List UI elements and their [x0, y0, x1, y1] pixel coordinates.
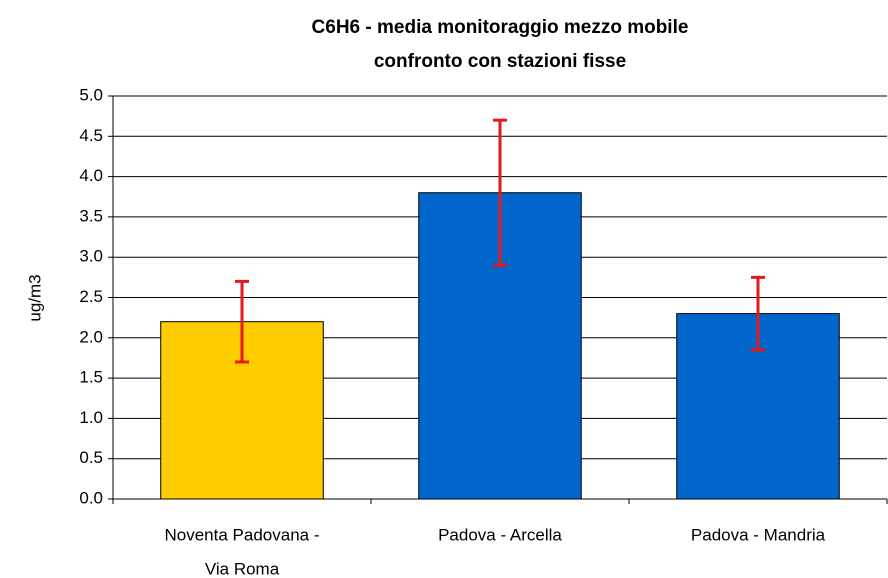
x-tick-label: Via Roma [205, 559, 280, 578]
y-tick-label: 2.0 [79, 327, 103, 346]
y-tick-label: 4.0 [79, 166, 103, 185]
y-tick-label: 4.5 [79, 126, 103, 145]
error-bar [235, 279, 249, 364]
chart-title: confronto con stazioni fisse [374, 51, 626, 72]
y-tick-label: 0.0 [79, 488, 103, 507]
y-tick-label: 5.0 [79, 85, 103, 104]
y-tick-label: 0.5 [79, 448, 103, 467]
error-bar [493, 118, 507, 267]
x-tick-label: Noventa Padovana - [165, 525, 320, 544]
y-tick-label: 2.5 [79, 287, 103, 306]
y-tick-label: 1.0 [79, 408, 103, 427]
x-tick-label: Padova - Mandria [691, 525, 826, 544]
y-tick-label: 3.0 [79, 247, 103, 266]
y-tick-label: 3.5 [79, 206, 103, 225]
chart-title: C6H6 - media monitoraggio mezzo mobile [312, 17, 689, 38]
error-bar [751, 275, 765, 352]
y-tick-label: 1.5 [79, 368, 103, 387]
y-axis-label: ug/m3 [25, 274, 44, 321]
x-tick-label: Padova - Arcella [438, 525, 562, 544]
